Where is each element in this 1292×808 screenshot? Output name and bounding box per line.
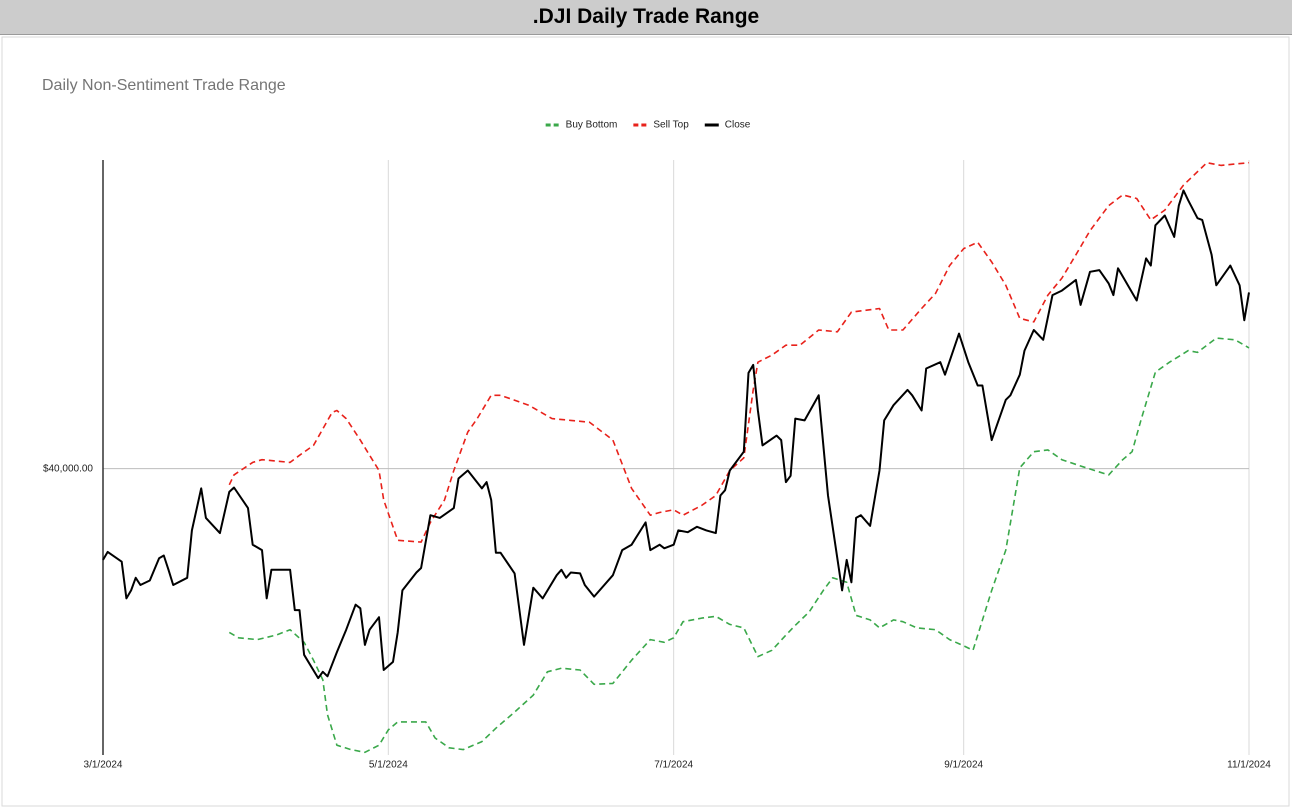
x-tick-label: 9/1/2024 — [944, 760, 983, 771]
y-tick-label: $40,000.00 — [43, 463, 93, 474]
series-line — [102, 189, 1250, 680]
chart-frame — [1, 36, 1290, 807]
sheet-header: .DJI Daily Trade Range — [0, 0, 1292, 35]
series-line — [228, 337, 1250, 754]
x-tick-label: 3/1/2024 — [84, 760, 123, 771]
x-tick-label: 11/1/2024 — [1227, 760, 1271, 771]
chart: Daily Non-Sentiment Trade Range 3/1/2024… — [1, 36, 1290, 807]
series-line — [228, 161, 1250, 543]
legend-label: Buy Bottom — [566, 120, 618, 131]
x-tick-label: 7/1/2024 — [654, 760, 693, 771]
x-tick-label: 5/1/2024 — [369, 760, 408, 771]
legend-label: Close — [725, 120, 751, 131]
legend: Buy Bottom Sell Top Close — [545, 120, 751, 131]
chart-title: Daily Non-Sentiment Trade Range — [42, 77, 286, 94]
legend-label: Sell Top — [653, 120, 689, 131]
